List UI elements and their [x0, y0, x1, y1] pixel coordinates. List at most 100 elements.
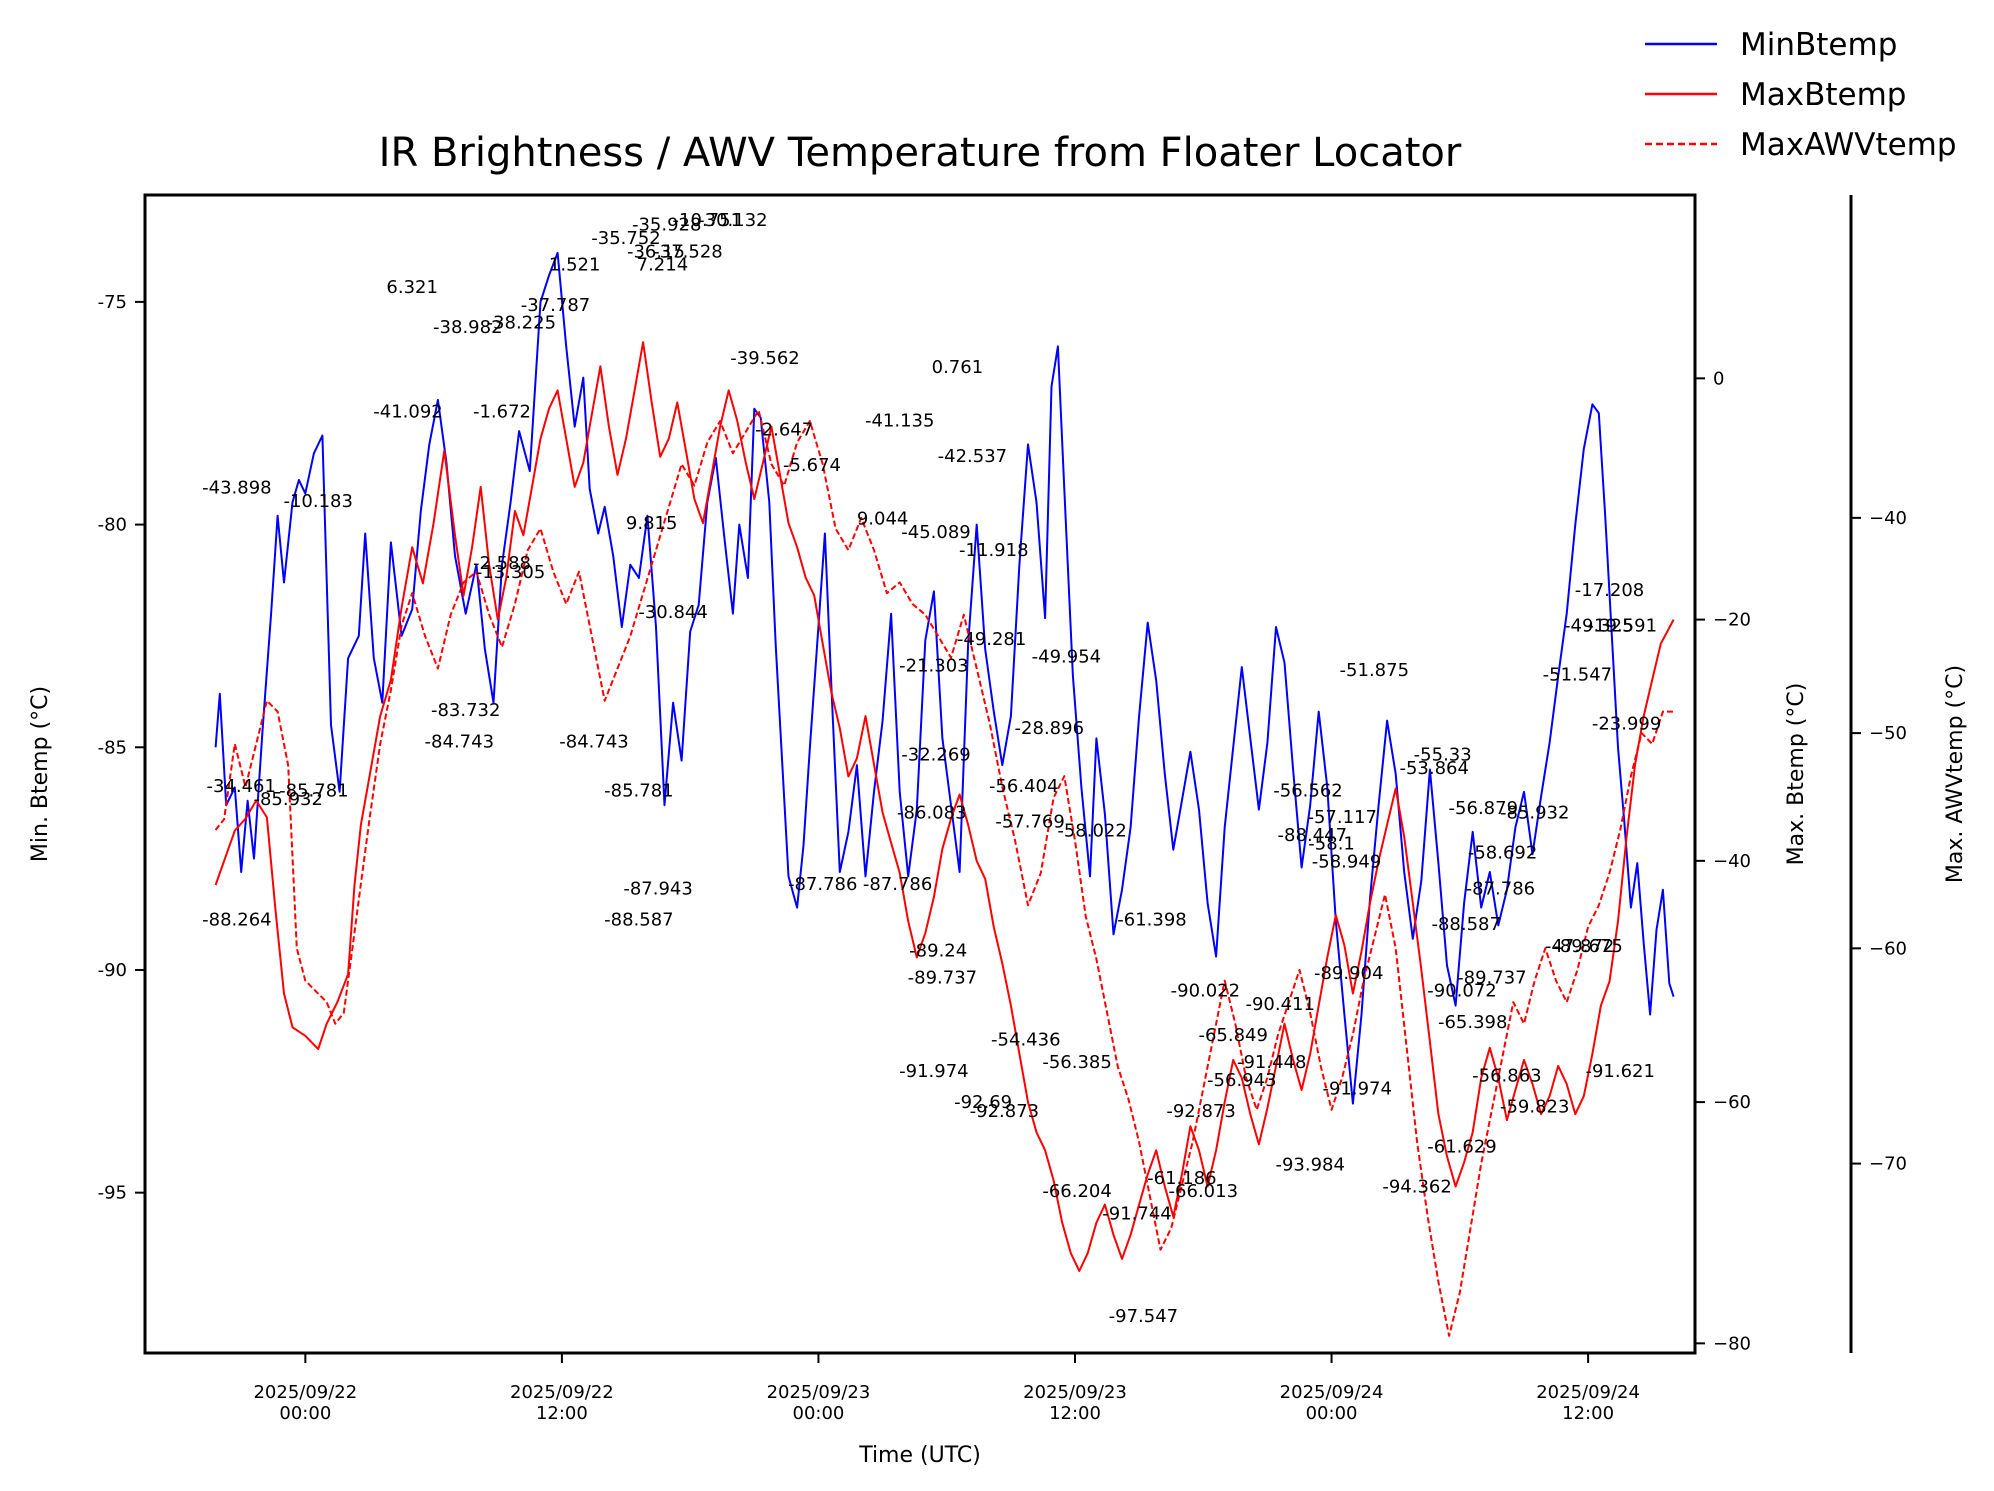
y-left-tick-label: -80	[98, 515, 127, 536]
data-label: -84.743	[425, 731, 494, 752]
data-label: -58.692	[1468, 843, 1537, 864]
legend-label-minbtemp: MinBtemp	[1740, 27, 1897, 63]
data-label: -57.117	[1307, 807, 1376, 828]
data-label: -2.647	[755, 420, 813, 441]
data-label: -88.264	[202, 909, 271, 930]
data-label: -87.786	[788, 874, 857, 895]
data-label: 1.521	[549, 255, 601, 276]
series-line-maxawvtemp	[214, 409, 1674, 1337]
data-label: -49.325	[1564, 616, 1633, 637]
x-tick-label: 12:00	[1562, 1403, 1614, 1424]
data-label: -10.183	[283, 491, 352, 512]
x-axis: 2025/09/2200:002025/09/2212:002025/09/23…	[253, 1353, 1640, 1424]
data-label: -30.844	[638, 602, 707, 623]
data-label: -59.823	[1500, 1097, 1569, 1118]
data-label: -89.675	[1553, 936, 1622, 957]
data-label: -54.436	[991, 1030, 1060, 1051]
data-label: -91.974	[1322, 1079, 1391, 1100]
data-label: -41.092	[373, 402, 442, 423]
data-label: -90.022	[1171, 981, 1240, 1002]
data-label: -91.744	[1102, 1203, 1171, 1224]
data-label: -58.022	[1057, 820, 1126, 841]
x-tick-label: 2025/09/24	[1536, 1382, 1640, 1403]
data-label: -51.547	[1543, 665, 1612, 686]
data-label: -56.879	[1449, 798, 1518, 819]
data-label: -58.1	[1308, 834, 1355, 855]
y-left-tick-label: -90	[98, 960, 127, 981]
series-line-maxbtemp	[214, 341, 1675, 1272]
x-tick-label: 2025/09/22	[510, 1382, 614, 1403]
data-label: -30.132	[698, 210, 767, 231]
y-left-tick-label: -95	[98, 1183, 127, 1204]
data-label: -19.591	[1588, 616, 1657, 637]
y-left-tick-label: -75	[98, 292, 127, 313]
data-label: -61.629	[1427, 1137, 1496, 1158]
x-axis-label: Time (UTC)	[858, 1443, 981, 1468]
chart-title: IR Brightness / AWV Temperature from Flo…	[379, 130, 1462, 176]
data-label: -32.269	[901, 745, 970, 766]
data-label: -65.849	[1198, 1025, 1267, 1046]
x-tick-label: 00:00	[793, 1403, 845, 1424]
data-label: -89.24	[909, 941, 967, 962]
data-label: -45.089	[901, 522, 970, 543]
data-label: -92.69	[954, 1092, 1012, 1113]
data-label: 0.761	[932, 357, 984, 378]
data-label: -87.943	[623, 878, 692, 899]
data-label: -84.743	[559, 731, 628, 752]
data-label: 7.214	[637, 255, 689, 276]
data-label: -35.928	[632, 215, 701, 236]
data-label: 9.044	[857, 509, 909, 530]
data-label: -91.974	[899, 1061, 968, 1082]
data-label: -91.448	[1237, 1052, 1306, 1073]
x-tick-label: 2025/09/23	[767, 1382, 871, 1403]
data-label: -39.562	[730, 348, 799, 369]
data-label: -5.674	[783, 455, 841, 476]
data-label: -92.873	[1166, 1101, 1235, 1122]
data-label: -56.943	[1207, 1070, 1276, 1091]
data-label: -97.547	[1109, 1306, 1178, 1327]
data-label: -56.863	[1472, 1065, 1541, 1086]
data-label: -66.204	[1042, 1181, 1111, 1202]
x-tick-label: 12:00	[1049, 1403, 1101, 1424]
data-label: -37.787	[521, 295, 590, 316]
data-label: -37.528	[653, 241, 722, 262]
x-tick-label: 12:00	[536, 1403, 588, 1424]
data-label: -36.15	[627, 241, 685, 262]
data-label: 9.815	[626, 513, 678, 534]
data-label: -13.305	[476, 562, 545, 583]
plot-frame	[143, 193, 1697, 1355]
y-axis-left: -75 -80 -85 -90 -95	[98, 292, 145, 1204]
series-layer	[214, 251, 1675, 1337]
y-axis-right-1-label: Max. Btemp (°C)	[1784, 683, 1809, 866]
data-label: -47.872	[1545, 936, 1614, 957]
data-label: -21.303	[899, 656, 968, 677]
y-axis-right-1: 0 −20 −40 −60 −80	[1695, 368, 1751, 1354]
x-tick-label: 00:00	[1306, 1403, 1358, 1424]
data-label: -93.984	[1275, 1154, 1344, 1175]
data-label: -56.562	[1273, 780, 1342, 801]
data-label: -61.398	[1117, 909, 1186, 930]
data-label: -10.751	[673, 210, 742, 231]
data-label: -51.875	[1340, 660, 1409, 681]
y-right-1-tick-label: −20	[1713, 610, 1751, 631]
y-axis-right-2: −40 −50 −60 −70	[1851, 508, 1907, 1175]
data-label: -85.781	[604, 780, 673, 801]
y-axis-right-2-label: Max. AWVtemp (°C)	[1943, 665, 1968, 883]
legend-label-maxawvtemp: MaxAWVtemp	[1740, 127, 1957, 163]
data-label: -89.737	[908, 967, 977, 988]
y-right-2-tick-label: −70	[1869, 1154, 1907, 1175]
data-label: -49.281	[957, 629, 1026, 650]
data-label: -86.083	[897, 803, 966, 824]
data-label: -49.954	[1032, 647, 1101, 668]
data-label: -88.587	[604, 909, 673, 930]
y-right-1-tick-label: −60	[1713, 1092, 1751, 1113]
y-right-1-tick-label: −40	[1713, 851, 1751, 872]
data-label: -90.072	[1427, 981, 1496, 1002]
y-right-1-tick-label: −80	[1713, 1333, 1751, 1354]
y-right-2-tick-label: −50	[1869, 723, 1907, 744]
data-label: -11.918	[959, 540, 1028, 561]
x-tick-label: 2025/09/24	[1280, 1382, 1384, 1403]
data-label: -88.587	[1431, 914, 1500, 935]
data-label: -89.904	[1314, 963, 1383, 984]
